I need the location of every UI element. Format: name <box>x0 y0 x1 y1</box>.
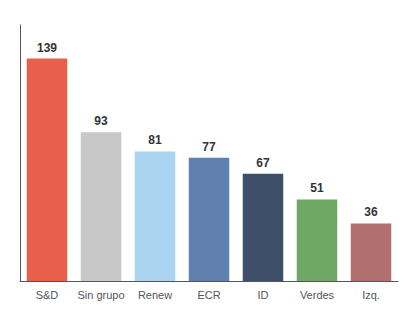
svg-text:51: 51 <box>310 181 324 195</box>
svg-text:ID: ID <box>258 289 269 301</box>
svg-text:Sin grupo: Sin grupo <box>77 289 124 301</box>
svg-text:93: 93 <box>94 114 108 128</box>
svg-text:139: 139 <box>37 41 57 55</box>
svg-text:81: 81 <box>148 133 162 147</box>
svg-text:77: 77 <box>202 140 216 154</box>
svg-text:S&D: S&D <box>36 289 59 301</box>
svg-text:Renew: Renew <box>138 289 172 301</box>
svg-text:Izq.: Izq. <box>362 289 380 301</box>
svg-text:36: 36 <box>364 205 378 219</box>
svg-text:ECR: ECR <box>197 289 220 301</box>
svg-text:Verdes: Verdes <box>300 289 335 301</box>
svg-text:67: 67 <box>256 156 270 170</box>
